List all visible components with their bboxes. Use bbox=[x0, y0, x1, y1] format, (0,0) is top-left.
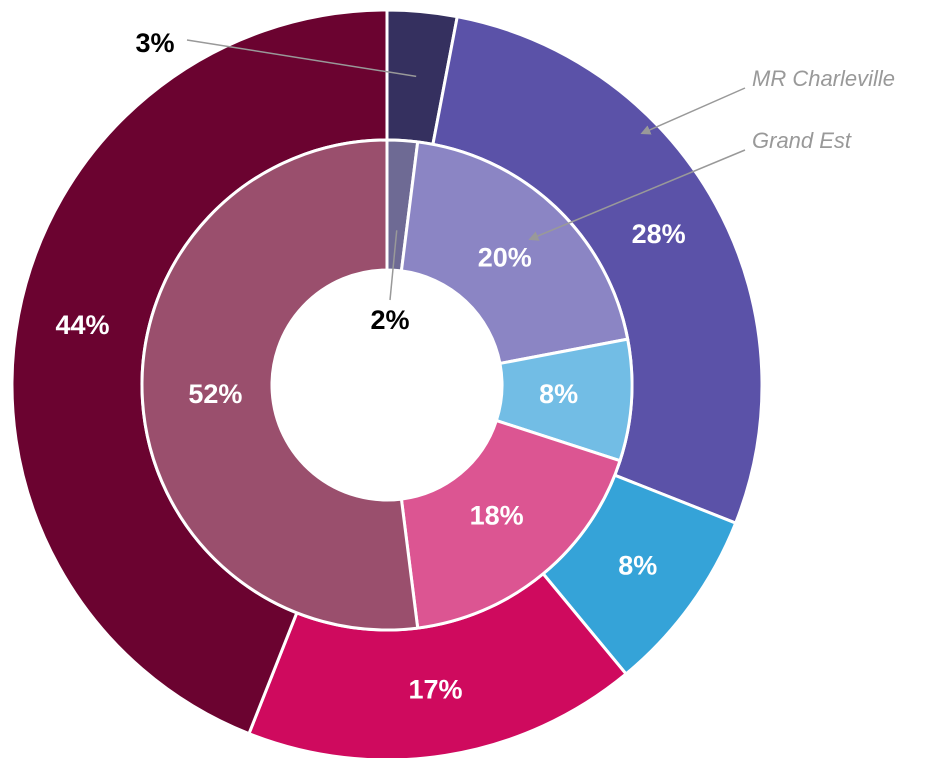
data-label: 20% bbox=[478, 243, 532, 273]
data-label: 52% bbox=[188, 379, 242, 409]
data-label: 3% bbox=[135, 28, 174, 58]
data-label: 17% bbox=[408, 674, 462, 704]
data-label: 18% bbox=[470, 501, 524, 531]
donut-segment bbox=[399, 140, 630, 366]
leader-line bbox=[389, 230, 398, 301]
data-label: 8% bbox=[539, 379, 578, 409]
series-label: MR Charleville bbox=[752, 66, 895, 91]
annotation-arrow bbox=[528, 149, 746, 241]
leader-line bbox=[186, 39, 417, 78]
data-label: 8% bbox=[618, 550, 657, 580]
series-label: Grand Est bbox=[752, 128, 852, 153]
data-label: 28% bbox=[632, 219, 686, 249]
data-label: 44% bbox=[55, 310, 109, 340]
donut-segment bbox=[140, 138, 420, 632]
data-label: 2% bbox=[370, 305, 409, 335]
donut-segment bbox=[399, 418, 622, 630]
annotation-arrow bbox=[640, 87, 746, 135]
